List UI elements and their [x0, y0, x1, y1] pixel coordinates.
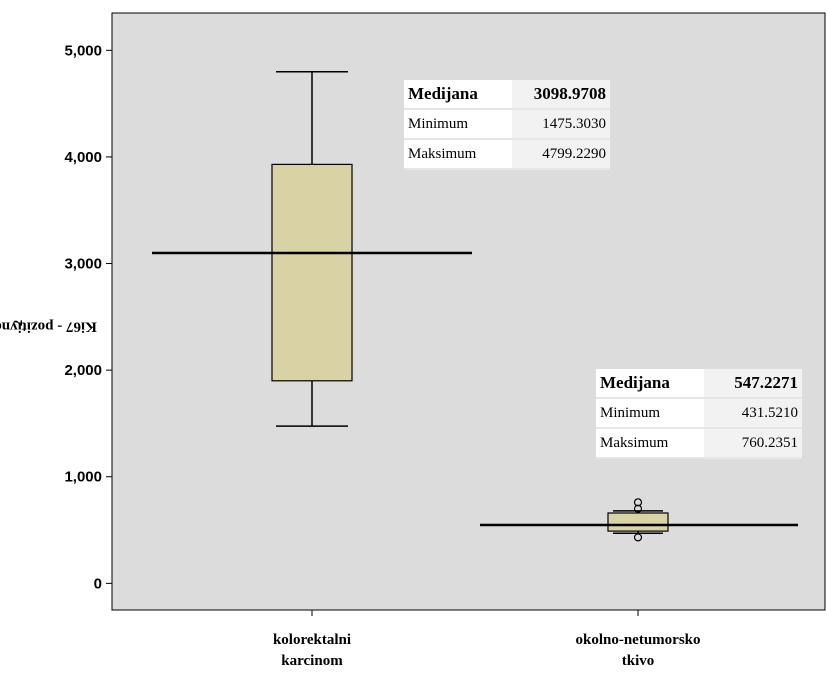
category-label-2: okolno-netumorsko tkivo [548, 630, 728, 672]
category-label-line: kolorektalni [272, 632, 352, 648]
stats-table-1: Medijana 3098.9708 Minimum 1475.3030 Mak… [404, 80, 610, 170]
stats-table-2: Medijana 547.2271 Minimum 431.5210 Maksi… [596, 369, 802, 459]
stats-row-median: Medijana 547.2271 [596, 369, 802, 399]
box [271, 163, 353, 382]
y-axis-label-text: Ki67 - pozitivne ćelije /mm [0, 318, 97, 335]
stats-value: 547.2271 [704, 369, 802, 399]
y-tick-label: 2,000 [64, 362, 102, 379]
stats-value: 4799.2290 [512, 139, 610, 170]
stats-label: Maksimum [404, 139, 512, 170]
stats-label: Medijana [404, 80, 512, 110]
stats-value: 431.5210 [704, 398, 802, 429]
y-tick-label: 5,000 [64, 42, 102, 59]
stats-row-maximum: Maksimum 760.2351 [596, 428, 802, 459]
stats-value: 3098.9708 [512, 80, 610, 110]
stats-label: Minimum [404, 109, 512, 140]
stats-value: 1475.3030 [512, 109, 610, 140]
category-label-line: okolno-netumorsko [575, 632, 701, 648]
category-label-line: karcinom [281, 653, 343, 669]
outlier-point [633, 504, 643, 513]
stats-row-maximum: Maksimum 4799.2290 [404, 139, 610, 170]
stats-label: Medijana [596, 369, 704, 399]
y-tick-label: 0 [94, 575, 102, 592]
y-tick-label: 4,000 [64, 149, 102, 166]
stats-row-median: Medijana 3098.9708 [404, 80, 610, 110]
category-label-line: tkivo [621, 653, 655, 669]
stats-label: Maksimum [596, 428, 704, 459]
stats-value: 760.2351 [704, 428, 802, 459]
stats-label: Minimum [596, 398, 704, 429]
y-tick-label: 1,000 [64, 469, 102, 486]
stats-row-minimum: Minimum 431.5210 [596, 398, 802, 429]
category-label-1: kolorektalni karcinom [232, 630, 392, 672]
outlier-point [633, 533, 643, 542]
y-tick-label: 3,000 [64, 256, 102, 273]
box [607, 512, 669, 532]
stats-row-minimum: Minimum 1475.3030 [404, 109, 610, 140]
